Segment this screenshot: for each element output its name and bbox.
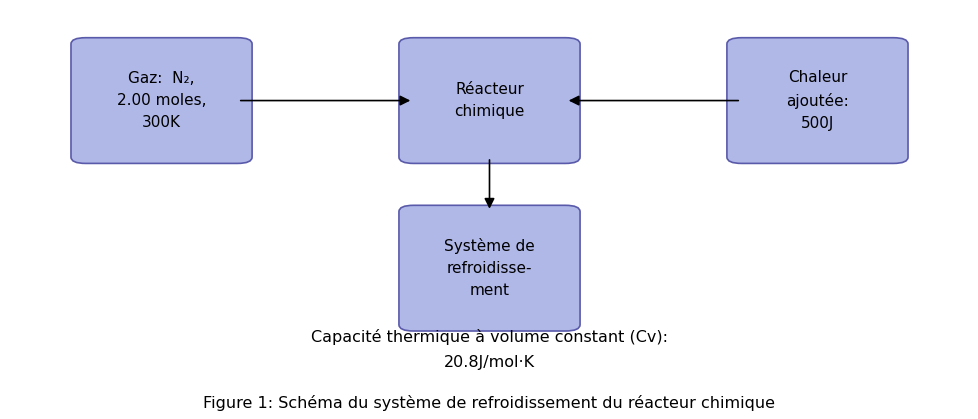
Text: Réacteur
chimique: Réacteur chimique [454, 82, 524, 119]
Text: Gaz:  N₂,
2.00 moles,
300K: Gaz: N₂, 2.00 moles, 300K [116, 71, 206, 130]
Text: 20.8J/mol·K: 20.8J/mol·K [443, 355, 535, 370]
Text: Système de
refroidisse-
ment: Système de refroidisse- ment [444, 238, 534, 298]
FancyBboxPatch shape [71, 38, 252, 163]
Text: Capacité thermique à volume constant (Cv):: Capacité thermique à volume constant (Cv… [311, 329, 667, 345]
FancyBboxPatch shape [399, 38, 579, 163]
FancyBboxPatch shape [726, 38, 908, 163]
FancyBboxPatch shape [399, 205, 579, 331]
Text: Chaleur
ajoutée:
500J: Chaleur ajoutée: 500J [785, 70, 848, 131]
Text: Figure 1: Schéma du système de refroidissement du réacteur chimique: Figure 1: Schéma du système de refroidis… [203, 395, 775, 411]
